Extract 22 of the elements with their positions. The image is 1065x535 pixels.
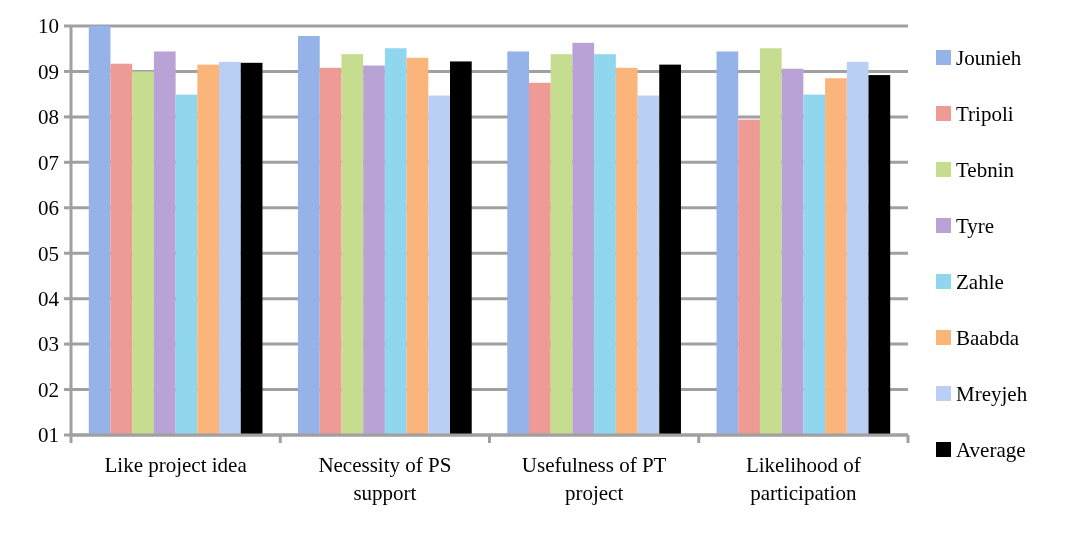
y-tick-label: 05 — [38, 241, 59, 266]
y-tick-label: 09 — [38, 59, 59, 84]
y-tick-label: 10 — [38, 14, 59, 39]
legend-label: Mreyjeh — [956, 382, 1028, 407]
legend-label: Tebnin — [956, 158, 1015, 183]
legend-label: Tripoli — [956, 102, 1014, 127]
legend-label: Zahle — [956, 270, 1004, 295]
legend-label: Baabda — [956, 326, 1020, 351]
y-tick-label: 08 — [38, 105, 59, 130]
y-tick-label: 07 — [38, 150, 59, 175]
x-tick-label: Like project idea — [104, 453, 248, 477]
x-tick-label: Usefulness of PT project — [521, 453, 667, 505]
legend-label: Tyre — [956, 214, 995, 239]
y-tick-label: 01 — [38, 423, 59, 448]
legend-label: Jounieh — [956, 46, 1022, 71]
x-tick-label: Likelihood of participation — [745, 453, 861, 505]
x-tick-label: Necessity of PS support — [318, 453, 452, 505]
y-tick-label: 06 — [38, 196, 59, 221]
legend-label: Average — [956, 438, 1026, 463]
y-tick-label: 03 — [38, 332, 59, 357]
y-tick-label: 04 — [38, 287, 60, 312]
y-tick-label: 02 — [38, 377, 59, 402]
